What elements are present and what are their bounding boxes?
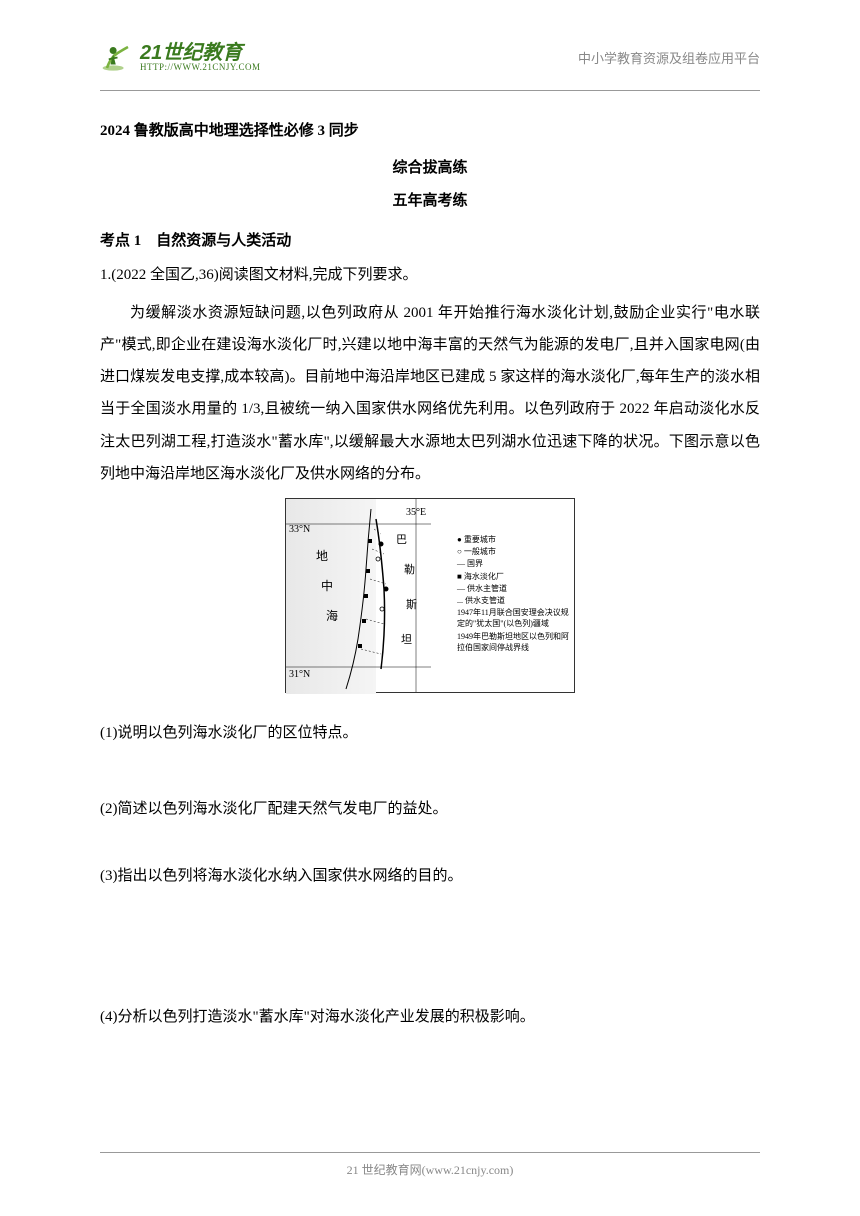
logo-url: HTTP://WWW.21CNJY.COM	[140, 63, 261, 72]
legend-item: — 供水主管道	[457, 583, 572, 594]
legend-item: ■ 海水淡化厂	[457, 571, 572, 582]
document-content: 2024 鲁教版高中地理选择性必修 3 同步 综合拔高练 五年高考练 考点 1 …	[0, 91, 860, 1034]
sub-question-3: (3)指出以色列将海水淡化水纳入国家供水网络的目的。	[100, 861, 760, 893]
subtitle-1: 综合拔高练	[100, 153, 760, 185]
sub-question-4: (4)分析以色列打造淡水"蓄水库"对海水淡化产业发展的积极影响。	[100, 1002, 760, 1034]
legend-item: — 国界	[457, 558, 572, 569]
footer-divider	[100, 1152, 760, 1153]
sub-question-2: (2)简述以色列海水淡化厂配建天然气发电厂的益处。	[100, 794, 760, 826]
section-title: 考点 1 自然资源与人类活动	[100, 226, 760, 258]
legend-item: 1947年11月联合国安理会决议规定的"犹太国"(以色列)疆域	[457, 607, 572, 629]
body-paragraph: 为缓解淡水资源短缺问题,以色列政府从 2001 年开始推行海水淡化计划,鼓励企业…	[100, 297, 760, 491]
header-platform-text: 中小学教育资源及组卷应用平台	[578, 48, 760, 67]
question-intro: 1.(2022 全国乙,36)阅读图文材料,完成下列要求。	[100, 260, 760, 292]
footer-text: 21 世纪教育网(www.21cnjy.com)	[100, 1161, 760, 1178]
map-container: 35°E 33°N 31°N 地 中 海 巴 勒 斯 坦	[100, 498, 760, 706]
subtitle-2: 五年高考练	[100, 186, 760, 218]
logo-chinese: 21世纪教育	[140, 43, 261, 63]
map-figure: 35°E 33°N 31°N 地 中 海 巴 勒 斯 坦	[285, 498, 575, 693]
logo-icon	[100, 40, 135, 75]
page-footer: 21 世纪教育网(www.21cnjy.com)	[100, 1152, 760, 1178]
main-title: 2024 鲁教版高中地理选择性必修 3 同步	[100, 116, 760, 148]
logo-text: 21世纪教育 HTTP://WWW.21CNJY.COM	[140, 43, 261, 72]
legend-item: ○ 一般城市	[457, 546, 572, 557]
page-header: 21世纪教育 HTTP://WWW.21CNJY.COM 中小学教育资源及组卷应…	[0, 0, 860, 85]
legend-item: ... 供水支管道	[457, 595, 572, 606]
map-legend: ● 重要城市 ○ 一般城市 — 国界 ■ 海水淡化厂 — 供水主管道 ... 供…	[457, 534, 572, 654]
logo-area: 21世纪教育 HTTP://WWW.21CNJY.COM	[100, 40, 261, 75]
sub-question-1: (1)说明以色列海水淡化厂的区位特点。	[100, 718, 760, 750]
legend-item: ● 重要城市	[457, 534, 572, 545]
legend-item: 1949年巴勒斯坦地区以色列和阿拉伯国家间停战界线	[457, 631, 572, 653]
